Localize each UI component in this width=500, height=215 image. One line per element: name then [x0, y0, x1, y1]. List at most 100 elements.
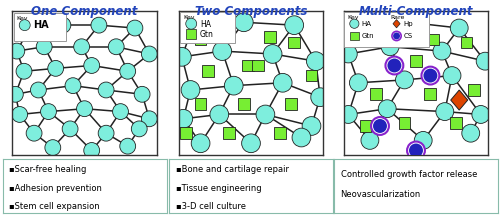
- Text: ▪Stem cell expansion: ▪Stem cell expansion: [9, 202, 100, 211]
- FancyBboxPatch shape: [180, 12, 236, 43]
- Text: Multi-Component: Multi-Component: [359, 5, 474, 18]
- Bar: [370, 88, 382, 100]
- Circle shape: [84, 58, 100, 73]
- Circle shape: [98, 125, 114, 141]
- Text: Gtn: Gtn: [362, 33, 374, 39]
- Text: CS: CS: [404, 33, 413, 39]
- Circle shape: [12, 107, 28, 122]
- Circle shape: [476, 52, 494, 70]
- Bar: [180, 127, 192, 139]
- Circle shape: [393, 32, 400, 39]
- Circle shape: [26, 125, 42, 141]
- Text: HA: HA: [200, 20, 211, 29]
- Circle shape: [340, 45, 357, 63]
- Circle shape: [424, 69, 438, 83]
- Circle shape: [213, 42, 232, 60]
- Text: Controlled growth factor release: Controlled growth factor release: [340, 170, 477, 179]
- Circle shape: [65, 78, 81, 94]
- Bar: [202, 65, 213, 77]
- Circle shape: [142, 46, 157, 62]
- Bar: [460, 37, 472, 48]
- Circle shape: [174, 109, 193, 128]
- Circle shape: [120, 138, 136, 154]
- Circle shape: [422, 67, 440, 84]
- Circle shape: [48, 60, 64, 76]
- Circle shape: [263, 45, 282, 63]
- Circle shape: [462, 124, 479, 142]
- Circle shape: [127, 20, 143, 36]
- Circle shape: [311, 88, 330, 107]
- Circle shape: [443, 67, 461, 84]
- Text: Neovascularization: Neovascularization: [340, 190, 421, 199]
- Circle shape: [400, 13, 417, 31]
- Circle shape: [371, 117, 389, 135]
- Bar: [274, 127, 285, 139]
- Circle shape: [388, 58, 402, 72]
- Circle shape: [285, 16, 304, 35]
- Text: HA: HA: [34, 20, 49, 31]
- Circle shape: [302, 117, 321, 135]
- Circle shape: [108, 39, 124, 55]
- Bar: [360, 120, 372, 132]
- Bar: [350, 32, 358, 40]
- Bar: [224, 127, 235, 139]
- Circle shape: [414, 131, 432, 149]
- Circle shape: [172, 48, 191, 66]
- Circle shape: [242, 134, 260, 153]
- Circle shape: [8, 86, 24, 102]
- Circle shape: [40, 104, 56, 120]
- Text: Hp: Hp: [404, 21, 413, 27]
- Circle shape: [186, 18, 196, 29]
- Circle shape: [381, 38, 399, 56]
- Text: Key: Key: [16, 16, 28, 21]
- Bar: [450, 117, 462, 129]
- Circle shape: [76, 101, 92, 117]
- Circle shape: [436, 103, 454, 121]
- Text: ▪Adhesion prevention: ▪Adhesion prevention: [9, 184, 102, 193]
- Bar: [252, 60, 264, 71]
- Bar: [424, 88, 436, 100]
- Circle shape: [16, 63, 32, 79]
- Circle shape: [19, 20, 30, 31]
- Polygon shape: [393, 20, 400, 28]
- Text: ▪Scar-free healing: ▪Scar-free healing: [9, 165, 86, 174]
- Bar: [468, 84, 479, 96]
- Circle shape: [292, 128, 311, 147]
- Circle shape: [472, 106, 490, 123]
- Circle shape: [9, 43, 24, 59]
- Text: ▪Tissue engineering: ▪Tissue engineering: [176, 184, 261, 193]
- Circle shape: [45, 140, 60, 155]
- Circle shape: [120, 63, 136, 79]
- Circle shape: [234, 13, 253, 32]
- Circle shape: [373, 119, 387, 133]
- Circle shape: [407, 141, 425, 159]
- FancyBboxPatch shape: [344, 12, 428, 47]
- Bar: [286, 98, 297, 110]
- Circle shape: [134, 86, 150, 102]
- Circle shape: [396, 71, 413, 89]
- Circle shape: [91, 17, 107, 33]
- Circle shape: [306, 52, 325, 71]
- Circle shape: [450, 19, 468, 37]
- Circle shape: [224, 76, 243, 95]
- Circle shape: [386, 57, 404, 74]
- FancyBboxPatch shape: [14, 13, 66, 41]
- Circle shape: [98, 82, 114, 98]
- Circle shape: [256, 105, 275, 124]
- Text: HA: HA: [362, 21, 372, 27]
- Circle shape: [62, 121, 78, 137]
- Bar: [242, 60, 254, 71]
- Circle shape: [350, 19, 359, 28]
- Circle shape: [112, 104, 128, 120]
- Bar: [264, 31, 276, 43]
- Bar: [306, 70, 318, 81]
- Text: Key: Key: [183, 15, 194, 20]
- Bar: [360, 34, 372, 45]
- Text: ▪Bone and cartilage repair: ▪Bone and cartilage repair: [176, 165, 288, 174]
- Bar: [410, 55, 422, 67]
- Bar: [238, 98, 250, 110]
- Text: One Component: One Component: [32, 5, 138, 18]
- Bar: [214, 29, 225, 41]
- Circle shape: [142, 111, 157, 127]
- Circle shape: [352, 16, 370, 34]
